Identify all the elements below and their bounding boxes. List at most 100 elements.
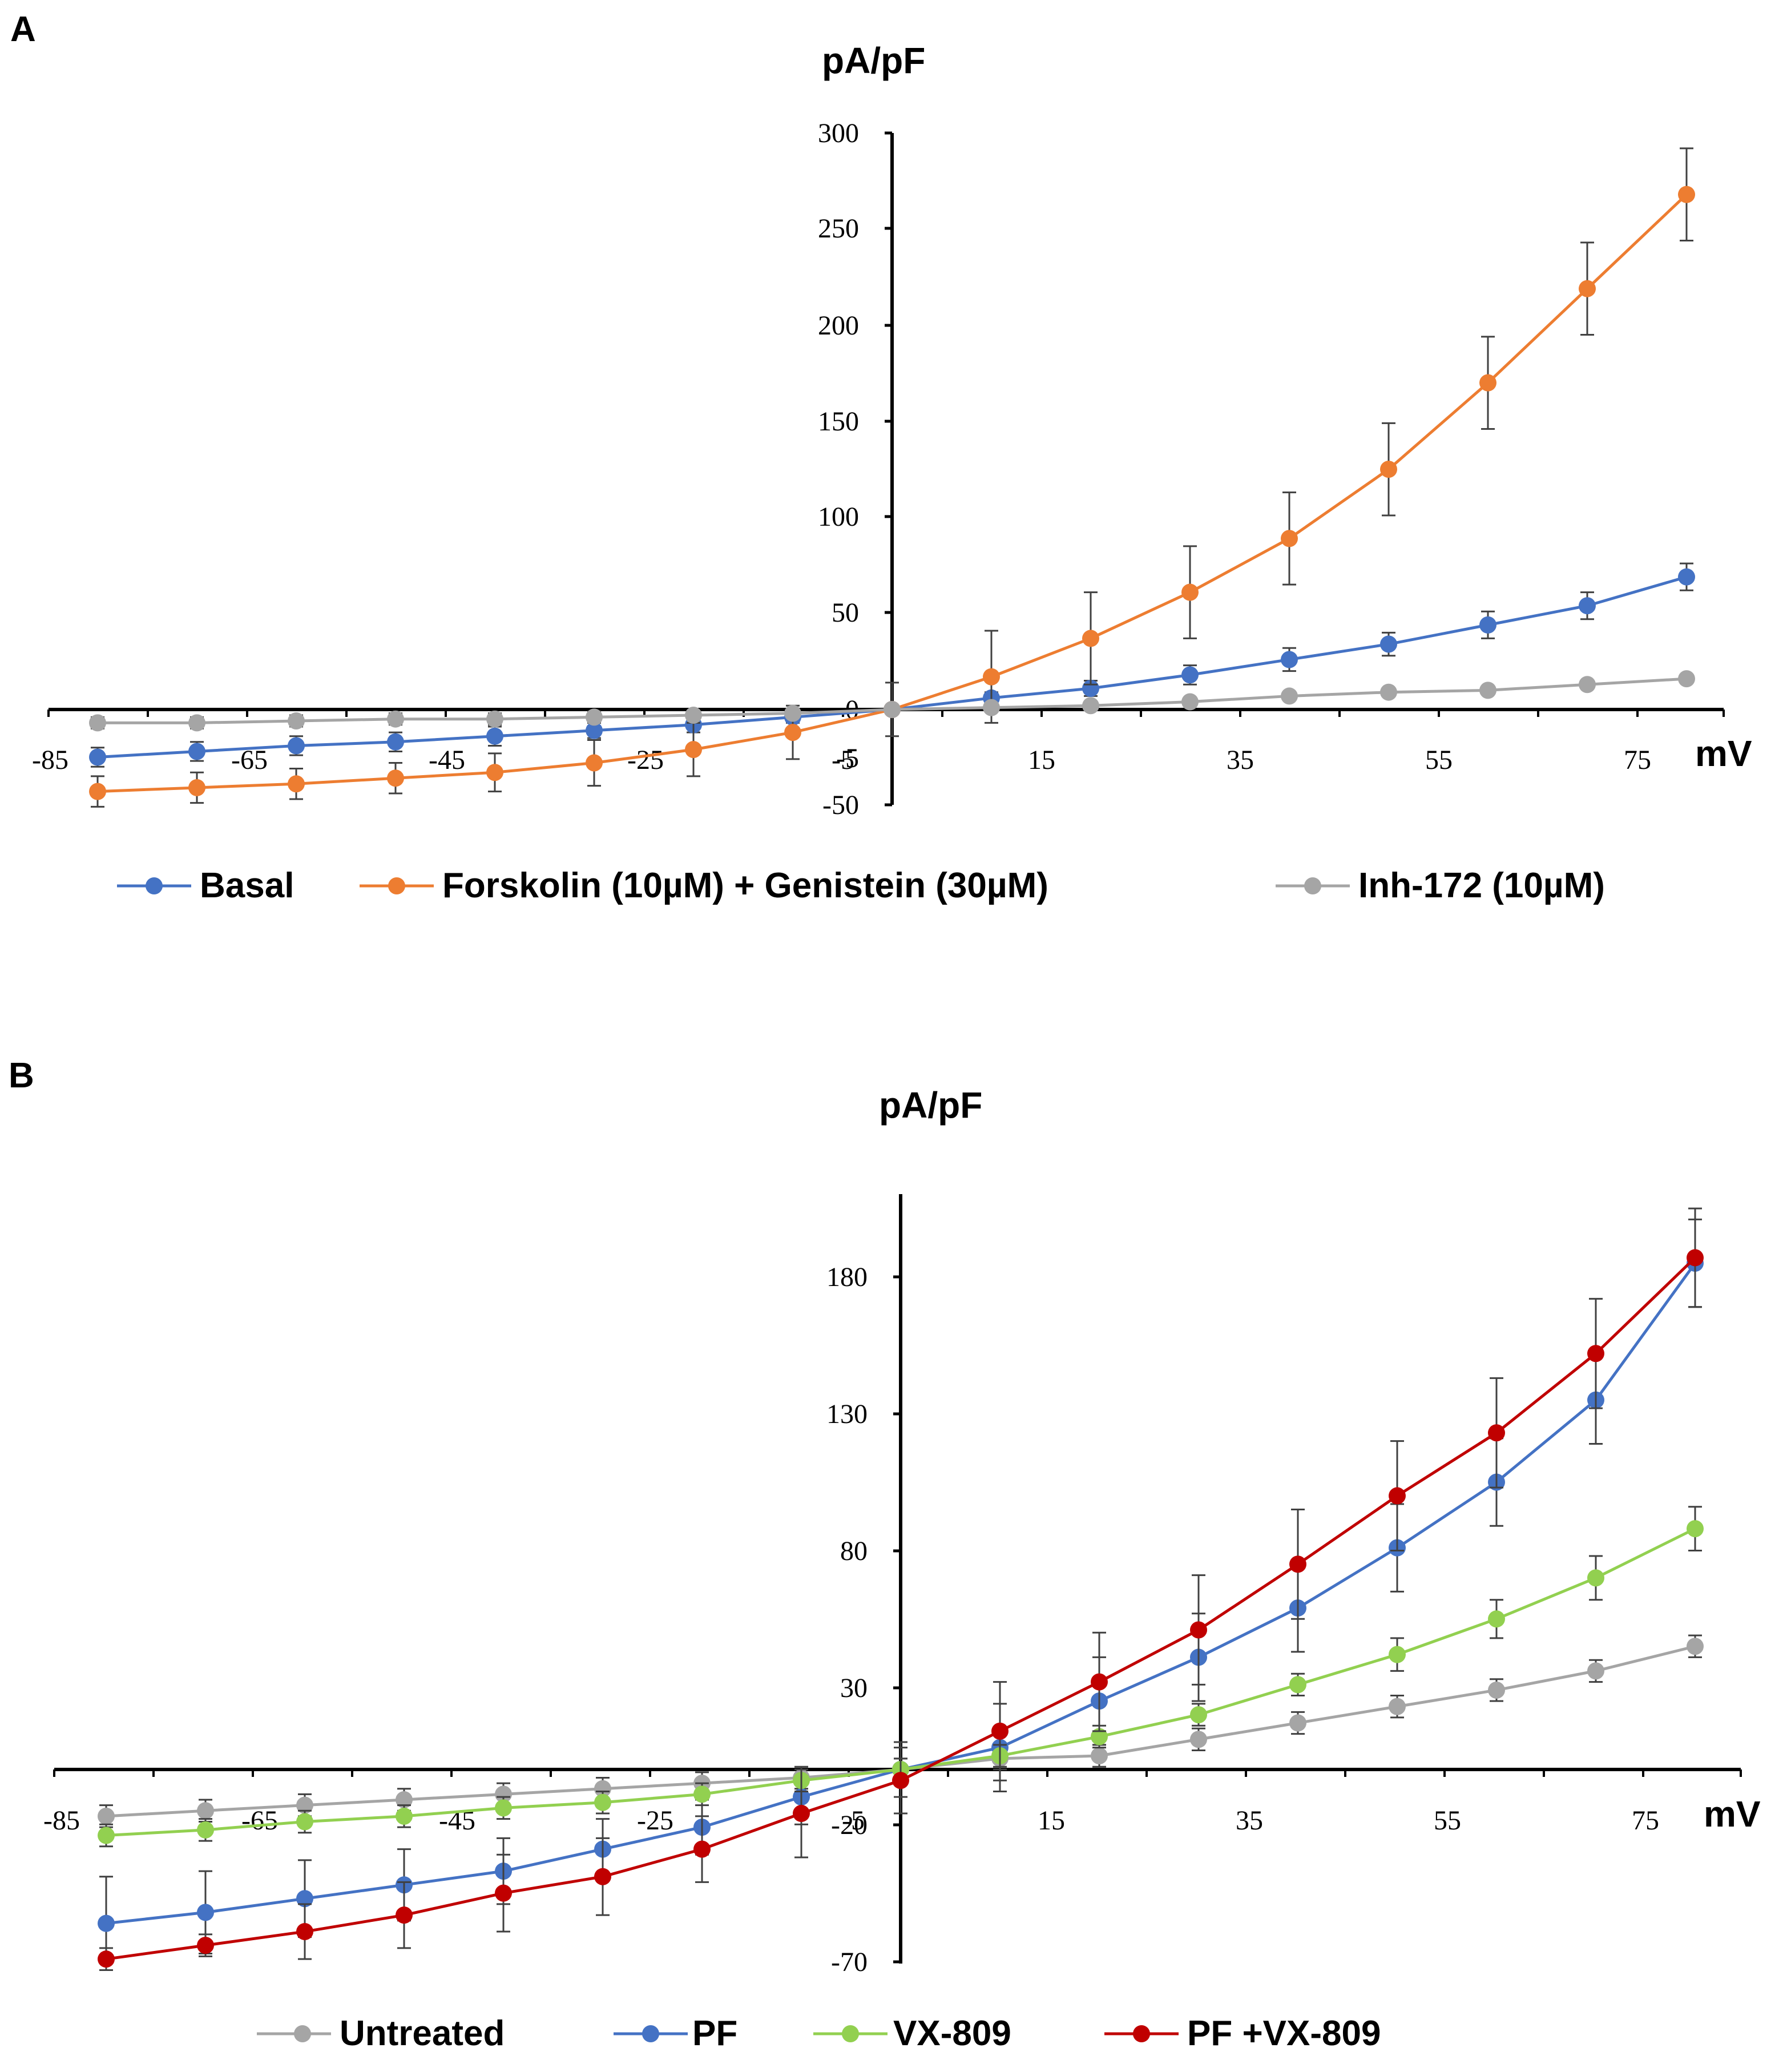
data-point (296, 1923, 313, 1941)
data-point (288, 737, 305, 755)
x-axis-unit-label: mV (1704, 1793, 1761, 1835)
data-point (1479, 682, 1496, 699)
y-axis-unit-label: pA/pF (879, 1085, 982, 1126)
data-point (1579, 597, 1596, 615)
data-point (1587, 1569, 1604, 1587)
data-point (1587, 1345, 1604, 1362)
legend-marker (388, 877, 405, 894)
legend-entry-pf-vx-809: PF +VX-809 (1104, 2014, 1381, 2053)
y-tick-label: 150 (818, 406, 859, 437)
legend-marker (1304, 877, 1321, 894)
data-point (685, 707, 702, 724)
plot-area (98, 1207, 1704, 1971)
data-point (1678, 568, 1695, 586)
data-point (396, 1807, 413, 1825)
data-point (991, 1722, 1009, 1740)
data-point (793, 1805, 810, 1823)
data-point (1488, 1681, 1505, 1699)
x-tick-label: -25 (637, 1805, 673, 1836)
data-point (188, 743, 205, 760)
data-point (1082, 630, 1099, 647)
legend-marker (146, 877, 163, 894)
data-point (387, 710, 404, 728)
data-point (1687, 1638, 1704, 1655)
data-point (89, 783, 106, 800)
x-tick-marks (53, 1769, 1742, 1777)
data-point (983, 699, 1000, 716)
legend: Untreated PF VX-809 PF +VX-809 (257, 2014, 1381, 2053)
data-point (1190, 1731, 1207, 1748)
data-point (197, 1802, 214, 1820)
data-point (288, 775, 305, 793)
data-point (1289, 1714, 1306, 1732)
data-point (586, 754, 603, 772)
data-point (892, 1772, 909, 1789)
legend-label: PF +VX-809 (1187, 2014, 1381, 2053)
legend-label: VX-809 (893, 2014, 1011, 2053)
data-point (288, 712, 305, 730)
legend-label: Forskolin (10µM) + Genistein (30µM) (442, 866, 1048, 905)
data-point (693, 1785, 711, 1803)
data-point (1678, 670, 1695, 688)
data-point (1687, 1249, 1704, 1267)
y-tick-label: 130 (826, 1399, 868, 1429)
data-point (1091, 1747, 1108, 1765)
data-point (1380, 683, 1397, 701)
data-point (1579, 676, 1596, 694)
data-point (1389, 1698, 1406, 1715)
data-point (98, 1914, 115, 1932)
legend-marker (642, 2025, 659, 2042)
data-point (1082, 697, 1099, 715)
data-point (1479, 616, 1496, 634)
data-point (1488, 1610, 1505, 1628)
x-tick-label: 15 (1038, 1805, 1065, 1836)
x-tick-label: -65 (241, 1805, 278, 1836)
data-point (296, 1813, 313, 1831)
data-point (884, 701, 901, 718)
data-point (197, 1821, 214, 1839)
panel-a: A pA/pF mV 300 250 200 150 100 50 0 -5 -… (10, 10, 1752, 905)
x-tick-label: -45 (429, 745, 465, 775)
x-tick-label: 75 (1624, 745, 1651, 775)
panel-label: A (10, 10, 36, 49)
x-tick-label: 55 (1425, 745, 1453, 775)
data-point (1190, 1706, 1207, 1724)
data-point (387, 733, 404, 751)
data-point (685, 741, 702, 759)
data-point (784, 724, 801, 741)
data-point (1579, 280, 1596, 297)
data-point (1479, 374, 1496, 392)
data-point (1181, 583, 1199, 601)
data-point (486, 727, 503, 745)
y-tick-label: 180 (826, 1262, 868, 1292)
data-point (495, 1799, 512, 1817)
data-point (188, 714, 205, 732)
data-point (594, 1780, 611, 1797)
y-tick-label: 250 (818, 213, 859, 244)
y-tick-label: 200 (818, 311, 859, 341)
legend-label: Inh-172 (10µM) (1358, 866, 1605, 905)
y-tick-marks (893, 1275, 901, 1964)
x-tick-label: 15 (1028, 745, 1055, 775)
data-point (586, 721, 603, 739)
x-axis-unit-label: mV (1695, 733, 1752, 774)
y-tick-label: -70 (831, 1947, 868, 1977)
data-point (1281, 687, 1298, 705)
x-tick-label: 55 (1434, 1805, 1461, 1836)
y-tick-label: 80 (840, 1536, 868, 1566)
panel-b: B pA/pF mV 180 130 80 30 -20 -70 (9, 1056, 1761, 2053)
data-point (197, 1937, 214, 1954)
data-point (396, 1906, 413, 1924)
legend-entry-basal: Basal (117, 866, 294, 905)
x-tick-label: -5 (832, 745, 854, 775)
data-point (495, 1884, 512, 1902)
y-tick-label: 50 (832, 598, 859, 628)
legend-entry-forskolin-genistein: Forskolin (10µM) + Genistein (30µM) (360, 866, 1048, 905)
y-tick-label: 300 (818, 118, 859, 148)
data-point (188, 779, 205, 796)
data-point (98, 1950, 115, 1968)
y-tick-label: 100 (818, 502, 859, 532)
data-point (1289, 1676, 1306, 1694)
legend-entry-untreated: Untreated (257, 2014, 505, 2053)
